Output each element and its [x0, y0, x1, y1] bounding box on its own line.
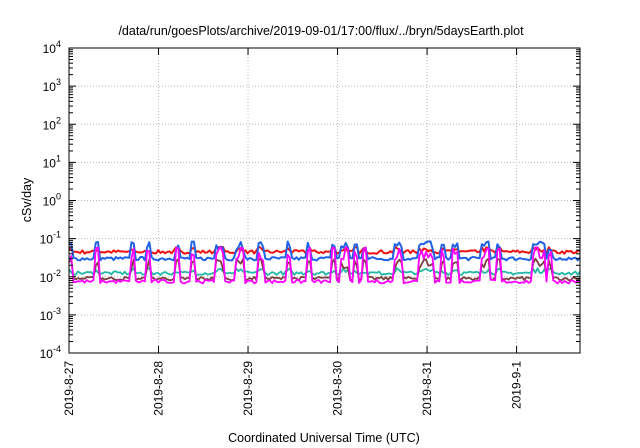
y-axis-label: cSv/day [20, 177, 34, 222]
y-tick-label: 100 [43, 192, 61, 209]
grid [69, 48, 580, 353]
y-tick-label: 10-3 [40, 306, 61, 323]
y-tick-label: 102 [43, 115, 61, 132]
x-tick-label: 2019-9-1 [510, 361, 524, 409]
y-tick-label: 101 [43, 153, 61, 170]
y-tick-label: 103 [43, 77, 61, 94]
y-tick-label: 10-4 [40, 344, 61, 361]
x-tick-label: 2019-8-30 [331, 361, 345, 416]
chart-title: /data/run/goesPlots/archive/2019-09-01/1… [118, 24, 524, 38]
x-tick-label: 2019-8-31 [420, 361, 434, 416]
series-line [68, 246, 581, 285]
series-group [68, 240, 581, 285]
x-tick-label: 2019-8-28 [152, 361, 166, 416]
series-line [68, 240, 581, 262]
x-ticks: 2019-8-27 2019-8-28 2019-8-29 2019-8-30 2019… [62, 48, 524, 416]
series-line [68, 245, 581, 255]
y-tick-label: 10-1 [40, 230, 61, 247]
x-axis-label: Coordinated Universal Time (UTC) [228, 431, 420, 445]
y-tick-label: 104 [43, 39, 61, 56]
x-tick-label: 2019-8-29 [241, 361, 255, 416]
x-tick-label: 2019-8-27 [62, 361, 76, 416]
y-tick-label: 10-2 [40, 268, 61, 285]
y-ticks: 10-4 10-3 10-2 10-1 100 101 102 103 104 [40, 39, 580, 361]
